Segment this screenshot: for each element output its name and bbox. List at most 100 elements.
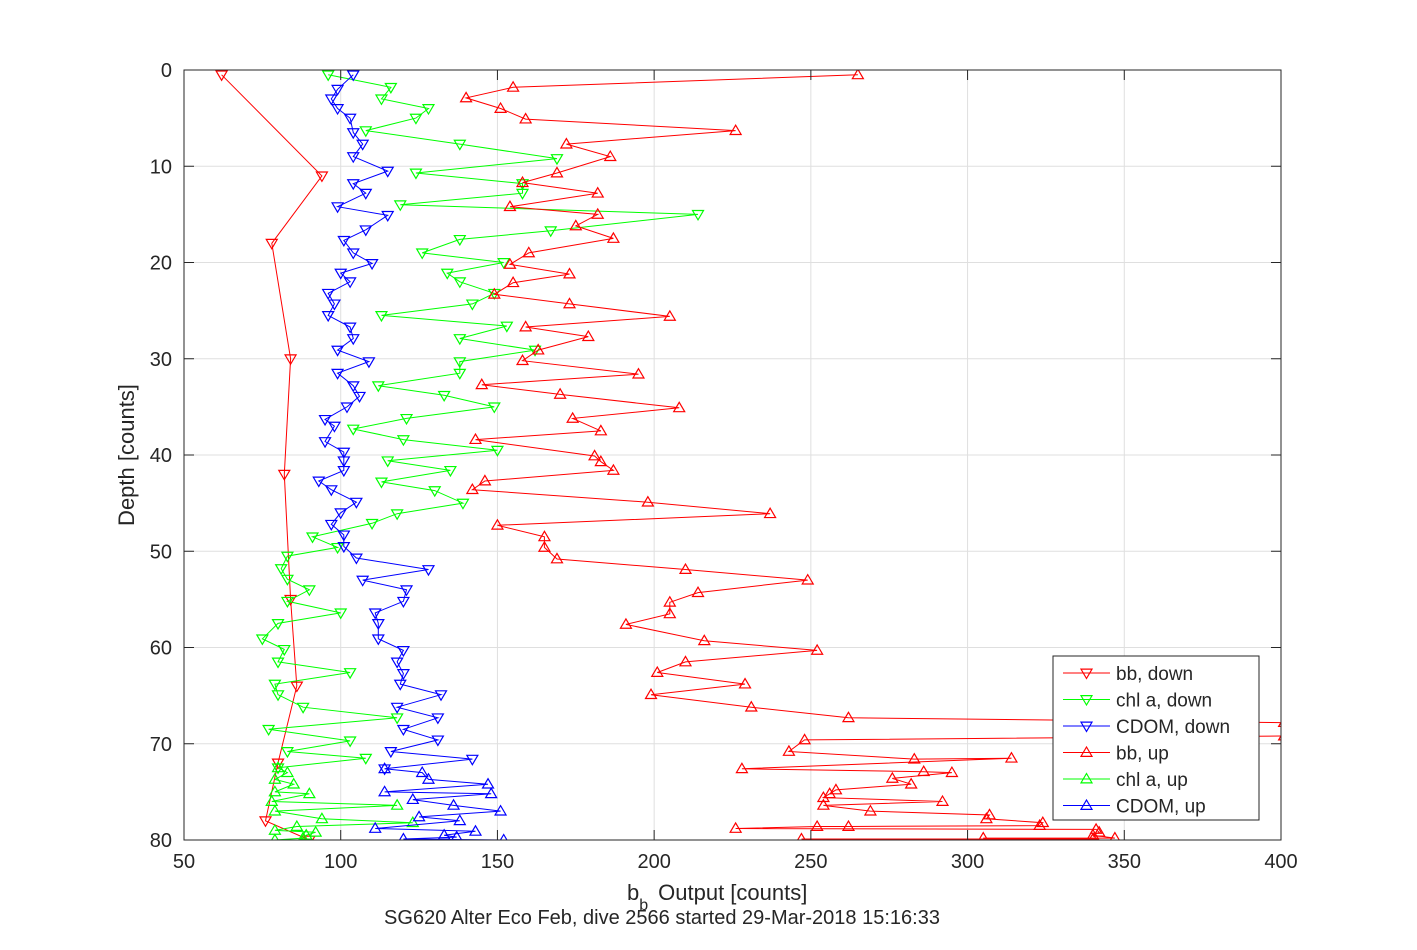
data-point-chl-a-down	[456, 498, 470, 510]
data-point-cdom-down	[465, 754, 479, 766]
data-point-cdom-down	[337, 456, 351, 468]
legend-item-chl-a-down: chl a, down	[1063, 691, 1212, 712]
data-point-cdom-down	[434, 690, 448, 702]
data-point-chl-a-down	[437, 390, 451, 403]
data-point-bb-up	[515, 175, 530, 188]
data-point-bb-down	[284, 354, 298, 366]
data-point-chl-a-down	[393, 200, 407, 212]
data-point-chl-a-down	[346, 424, 360, 436]
data-point-cdom-up	[398, 832, 408, 840]
data-point-bb-up	[581, 329, 595, 342]
data-point-chl-a-up	[287, 777, 301, 789]
data-point-bb-up	[478, 474, 492, 486]
data-point-cdom-down	[349, 553, 363, 565]
legend-label: bb, down	[1116, 664, 1193, 685]
data-point-bb-up	[531, 343, 545, 355]
data-point-chl-a-down	[465, 299, 479, 311]
data-point-chl-a-up	[271, 761, 285, 773]
data-point-cdom-down	[346, 128, 360, 140]
legend-marker	[1079, 721, 1094, 733]
data-point-chl-a-down	[381, 456, 395, 468]
data-point-bb-up	[506, 80, 520, 92]
data-point-cdom-up	[421, 772, 436, 784]
data-point-bb-up	[729, 123, 743, 136]
data-point-cdom-up	[484, 787, 498, 799]
data-point-bb-up	[487, 287, 501, 299]
data-point-cdom-down	[396, 724, 410, 736]
y-axis-label: Depth [counts]	[114, 384, 139, 526]
data-point-cdom-down	[378, 764, 392, 776]
data-point-cdom-down	[356, 139, 370, 151]
data-point-cdom-down	[352, 391, 367, 403]
data-point-cdom-up	[453, 814, 467, 826]
data-point-bb-up	[691, 585, 705, 598]
data-point-chl-a-down	[453, 334, 467, 346]
data-point-cdom-down	[381, 210, 395, 223]
data-point-bb-up	[829, 783, 843, 795]
data-point-bb-up	[782, 744, 796, 756]
x-tick-label: 200	[637, 851, 670, 873]
data-point-chl-a-up	[265, 794, 279, 806]
x-axis-label: bb Output [counts]	[627, 880, 807, 914]
data-point-bb-up	[475, 378, 489, 390]
data-point-chl-a-down	[374, 310, 389, 323]
legend-marker	[1079, 668, 1094, 680]
data-point-chl-a-down	[359, 126, 373, 138]
data-point-chl-a-up	[406, 815, 420, 828]
data-point-chl-a-down	[550, 154, 564, 166]
y-tick-labels: 0 10 20 30 40 50 60 70 80	[150, 60, 172, 852]
data-point-chl-a-down	[409, 168, 423, 180]
data-point-chl-a-down	[296, 702, 310, 714]
legend-item-bb-down: bb, down	[1063, 664, 1193, 685]
data-point-cdom-down	[312, 476, 326, 488]
data-point-cdom-down	[349, 497, 363, 509]
data-point-bb-up	[1109, 831, 1120, 840]
data-point-cdom-down	[324, 519, 338, 531]
data-point-chl-a-down	[280, 551, 294, 563]
data-point-cdom-up	[415, 765, 429, 778]
data-point-bb-up	[978, 831, 989, 840]
data-point-cdom-down	[337, 541, 351, 554]
data-point-bb-up	[907, 752, 921, 764]
data-point-bb-up	[1092, 825, 1106, 837]
data-point-bb-up	[515, 353, 530, 366]
data-point-bb-down	[265, 238, 279, 250]
data-point-chl-a-down	[453, 368, 467, 380]
data-point-cdom-up	[412, 810, 426, 822]
data-point-chl-a-down	[500, 321, 514, 333]
data-point-bb-up	[468, 432, 483, 445]
data-point-cdom-down	[421, 565, 436, 577]
data-point-bb-up	[559, 137, 573, 149]
data-point-chl-a-down	[399, 413, 414, 426]
data-point-bb-up	[841, 711, 856, 723]
data-point-cdom-down	[331, 104, 345, 116]
data-point-chl-a-down	[421, 104, 436, 116]
data-point-bb-up	[798, 733, 812, 745]
data-point-bb-up	[816, 798, 830, 810]
tick-marks	[183, 69, 1282, 841]
data-point-chl-a-down	[331, 542, 345, 555]
data-point-cdom-down	[331, 368, 345, 380]
data-point-chl-a-down	[268, 679, 282, 691]
data-point-cdom-down	[321, 288, 335, 300]
data-point-bb-up	[522, 246, 536, 258]
legend-marker	[1079, 745, 1094, 757]
data-point-cdom-up	[378, 785, 392, 797]
data-point-bb-up	[519, 112, 533, 124]
data-point-bb-up	[503, 199, 517, 212]
data-point-cdom-down	[371, 634, 385, 646]
data-point-cdom-down	[359, 225, 373, 237]
data-point-chl-a-down	[343, 736, 357, 748]
series-chl-a-up	[265, 761, 420, 840]
data-point-chl-a-down	[271, 618, 285, 631]
data-point-cdom-up	[406, 792, 420, 805]
data-point-bb-up	[863, 804, 877, 816]
data-point-cdom-up	[494, 804, 508, 816]
data-point-bb-up	[631, 367, 646, 379]
x-axis-label-rest: Output [counts]	[658, 880, 807, 905]
data-point-cdom-down	[334, 508, 348, 520]
data-point-chl-a-down	[280, 746, 294, 759]
data-point-chl-a-down	[384, 82, 398, 95]
data-point-bb-up	[490, 518, 504, 530]
